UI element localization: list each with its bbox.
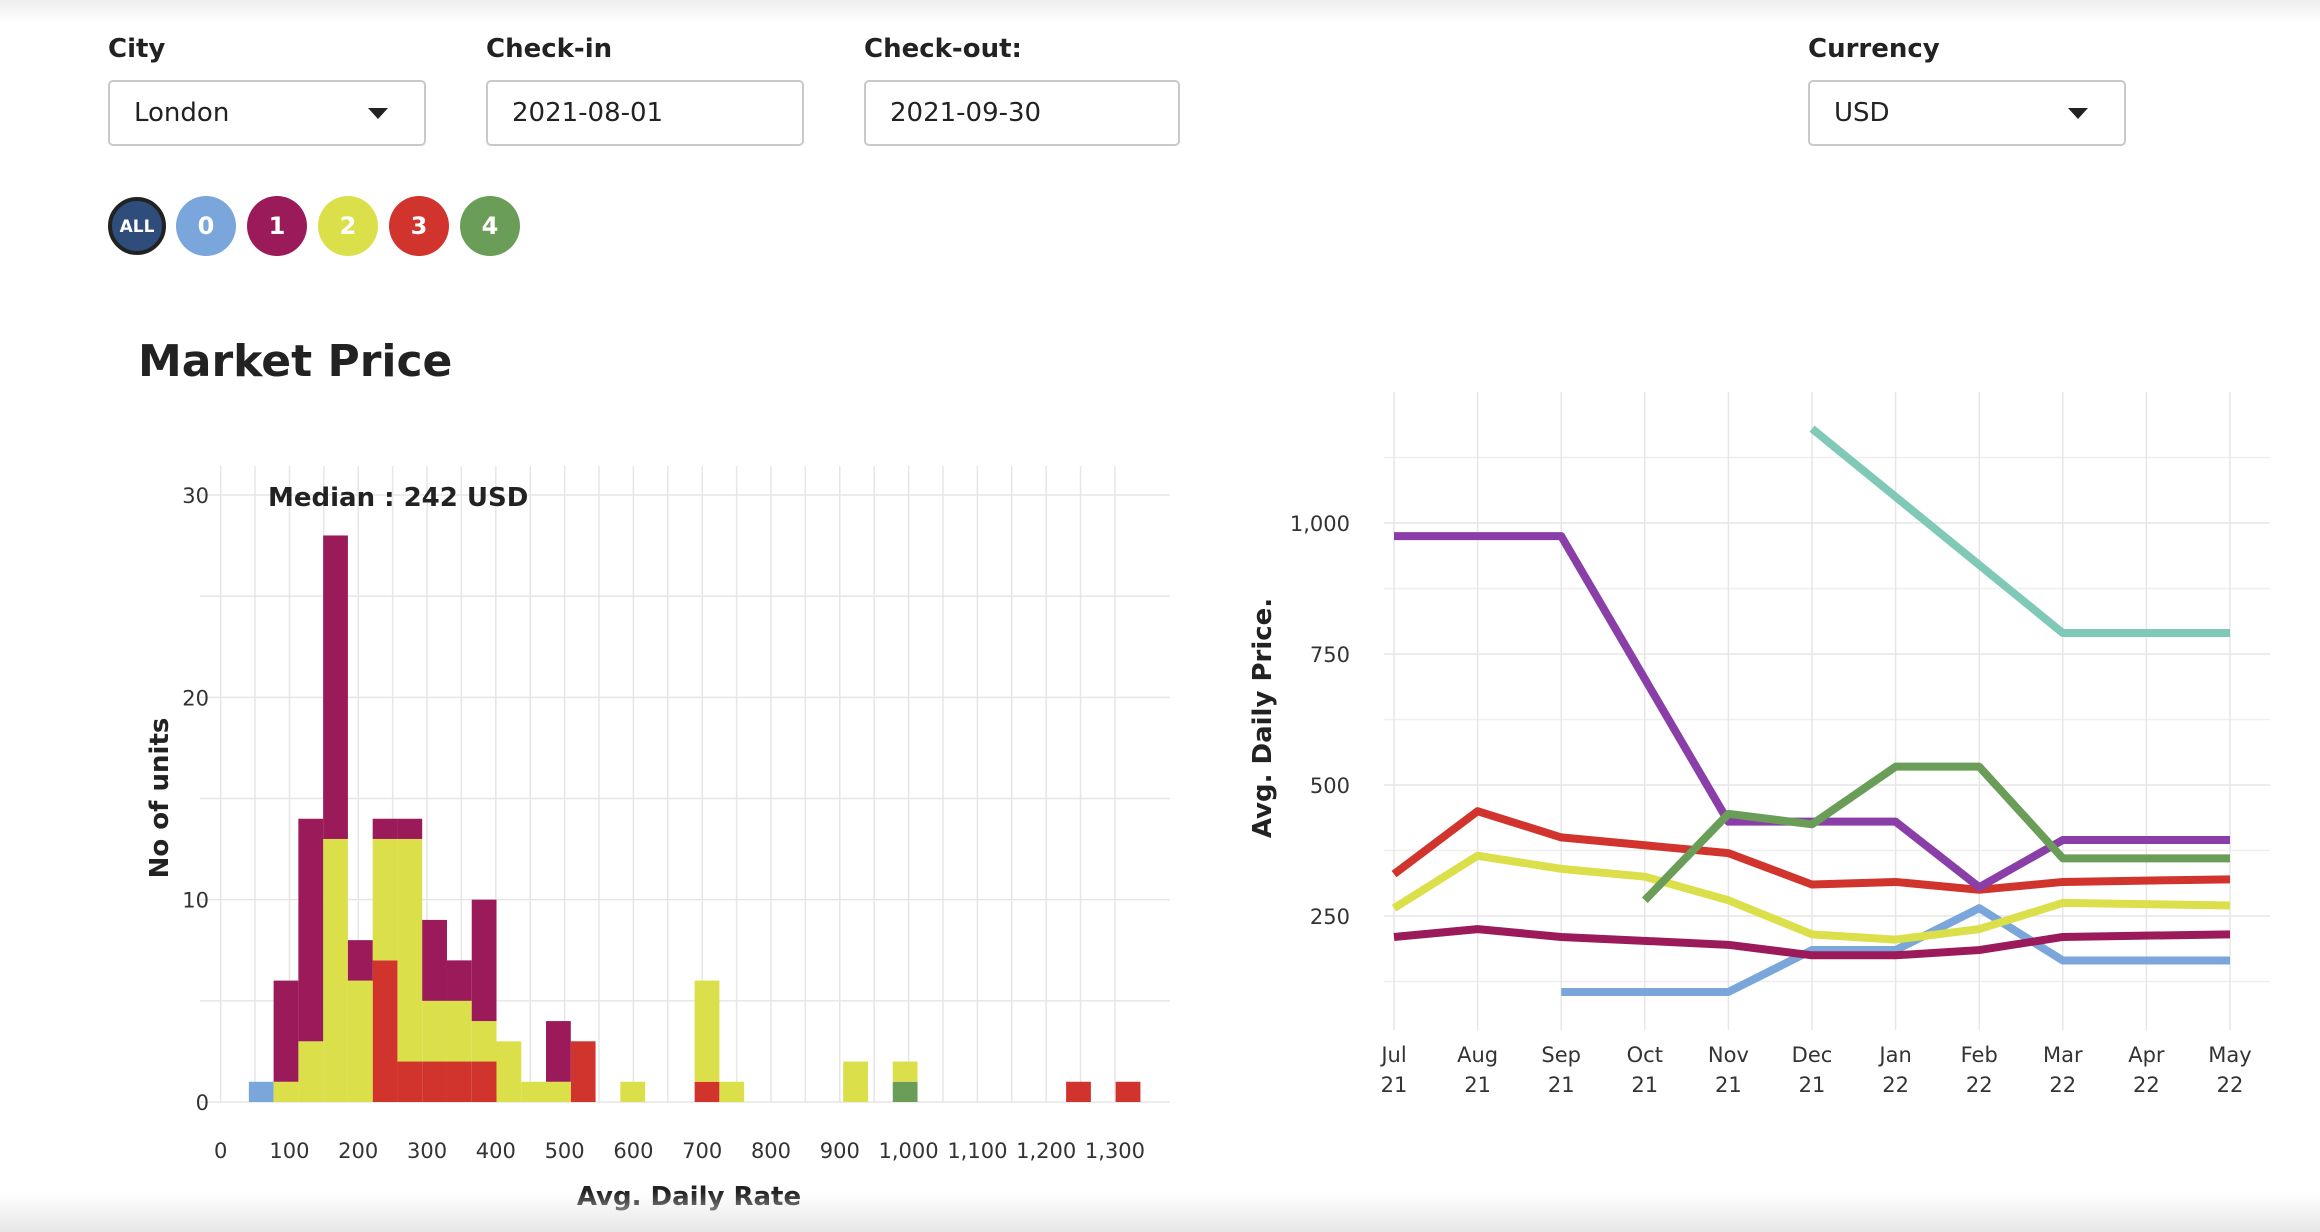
- histogram-x-tick-label: 1,300: [1085, 1139, 1145, 1163]
- city-label: City: [108, 34, 166, 64]
- histogram-bar-cluster-2[interactable]: [719, 1081, 745, 1102]
- histogram-y-axis-label: No of units: [145, 718, 175, 879]
- histogram-bar-cluster-2[interactable]: [892, 1061, 918, 1082]
- histogram-bar-cluster-3[interactable]: [570, 1041, 596, 1102]
- histogram-bar-cluster-1[interactable]: [273, 980, 299, 1082]
- histogram-bar-cluster-3[interactable]: [446, 1061, 472, 1102]
- bottom-shade: [0, 1192, 2320, 1232]
- histogram-bar-cluster-3[interactable]: [1066, 1081, 1091, 1102]
- histogram-bar-cluster-3[interactable]: [372, 960, 398, 1102]
- histogram-bar-cluster-2[interactable]: [521, 1081, 547, 1102]
- histogram-y-tick-label: 0: [196, 1091, 209, 1115]
- histogram-x-tick-label: 1,000: [879, 1139, 939, 1163]
- histogram-bar-cluster-4[interactable]: [892, 1081, 918, 1102]
- histogram-x-tick-label: 0: [214, 1139, 227, 1163]
- histogram-y-tick-label: 20: [182, 686, 209, 710]
- cluster-button-1[interactable]: 1: [247, 196, 307, 256]
- histogram-bar-cluster-2[interactable]: [397, 838, 423, 1062]
- histogram-bar-cluster-2[interactable]: [446, 1000, 472, 1062]
- histogram-x-tick-label: 500: [545, 1139, 585, 1163]
- checkin-input[interactable]: 2021-08-01: [486, 80, 804, 146]
- cluster-button-3[interactable]: 3: [389, 196, 449, 256]
- checkout-value: 2021-09-30: [890, 98, 1042, 128]
- histogram-x-tick-label: 600: [613, 1139, 653, 1163]
- chevron-down-icon: [368, 108, 388, 119]
- histogram-x-tick-label: 200: [338, 1139, 378, 1163]
- histogram-bar-cluster-1[interactable]: [446, 960, 472, 1001]
- histogram-bar-cluster-1[interactable]: [347, 940, 373, 981]
- histogram-bar-cluster-1[interactable]: [471, 899, 497, 1022]
- histogram-x-tick-label: 100: [269, 1139, 309, 1163]
- section-title: Market Price: [138, 336, 453, 387]
- histogram-y-tick-label: 10: [182, 889, 209, 913]
- histogram-bar-cluster-0[interactable]: [248, 1081, 274, 1102]
- histogram-bar-cluster-2[interactable]: [347, 980, 373, 1102]
- histogram-bar-cluster-2[interactable]: [843, 1061, 868, 1102]
- city-value: London: [134, 98, 230, 128]
- currency-label: Currency: [1808, 34, 1940, 64]
- currency-value: USD: [1834, 98, 1890, 128]
- histogram-bar-cluster-2[interactable]: [620, 1081, 646, 1102]
- histogram-x-tick-label: 400: [476, 1139, 516, 1163]
- currency-filter: Currency USD: [1808, 32, 2126, 146]
- city-select[interactable]: London: [108, 80, 426, 146]
- top-shade: [0, 0, 2320, 22]
- histogram-bar-cluster-2[interactable]: [694, 980, 720, 1082]
- histogram-bar-cluster-2[interactable]: [422, 1000, 447, 1062]
- histogram-x-tick-label: 900: [820, 1139, 860, 1163]
- histogram-bar-cluster-2[interactable]: [471, 1021, 497, 1062]
- histogram-x-tick-label: 800: [751, 1139, 791, 1163]
- histogram-bar-cluster-3[interactable]: [694, 1081, 720, 1102]
- chevron-down-icon: [2068, 108, 2088, 119]
- checkout-label: Check-out:: [864, 34, 1022, 64]
- checkin-value: 2021-08-01: [512, 98, 664, 128]
- histogram-y-tick-label: 30: [182, 484, 209, 508]
- histogram-bar-cluster-3[interactable]: [1115, 1081, 1141, 1102]
- currency-select[interactable]: USD: [1808, 80, 2126, 146]
- cluster-button-4[interactable]: 4: [460, 196, 520, 256]
- histogram-x-tick-label: 300: [407, 1139, 447, 1163]
- checkin-filter: Check-in 2021-08-01: [486, 32, 804, 146]
- histogram-bar-cluster-1[interactable]: [323, 535, 348, 839]
- cluster-button-0[interactable]: 0: [176, 196, 236, 256]
- cluster-button-2[interactable]: 2: [318, 196, 378, 256]
- histogram-bar-cluster-2[interactable]: [546, 1081, 571, 1102]
- histogram-bar-cluster-2[interactable]: [298, 1041, 324, 1102]
- histogram-bar-cluster-3[interactable]: [422, 1061, 447, 1102]
- checkout-filter: Check-out: 2021-09-30: [864, 32, 1180, 146]
- city-filter: City London: [108, 32, 426, 146]
- checkout-input[interactable]: 2021-09-30: [864, 80, 1180, 146]
- histogram-bar-cluster-1[interactable]: [298, 818, 324, 1042]
- histogram-x-tick-label: 700: [682, 1139, 722, 1163]
- histogram-bar-cluster-3[interactable]: [397, 1061, 423, 1102]
- histogram-bar-cluster-2[interactable]: [273, 1081, 299, 1102]
- histogram-x-tick-label: 1,100: [947, 1139, 1007, 1163]
- cluster-button-all[interactable]: ALL: [108, 197, 166, 255]
- median-annotation: Median : 242 USD: [268, 483, 528, 513]
- checkin-label: Check-in: [486, 34, 613, 64]
- histogram-bar-cluster-2[interactable]: [323, 838, 348, 1102]
- histogram-bar-cluster-1[interactable]: [422, 919, 447, 1001]
- histogram-bar-cluster-1[interactable]: [397, 818, 423, 839]
- histogram-bar-cluster-1[interactable]: [372, 818, 398, 839]
- histogram-bar-cluster-3[interactable]: [471, 1061, 497, 1102]
- histogram-x-tick-label: 1,200: [1016, 1139, 1076, 1163]
- histogram-bar-cluster-2[interactable]: [496, 1041, 522, 1102]
- histogram-bar-cluster-1[interactable]: [546, 1021, 571, 1082]
- histogram-bar-cluster-2[interactable]: [372, 838, 398, 961]
